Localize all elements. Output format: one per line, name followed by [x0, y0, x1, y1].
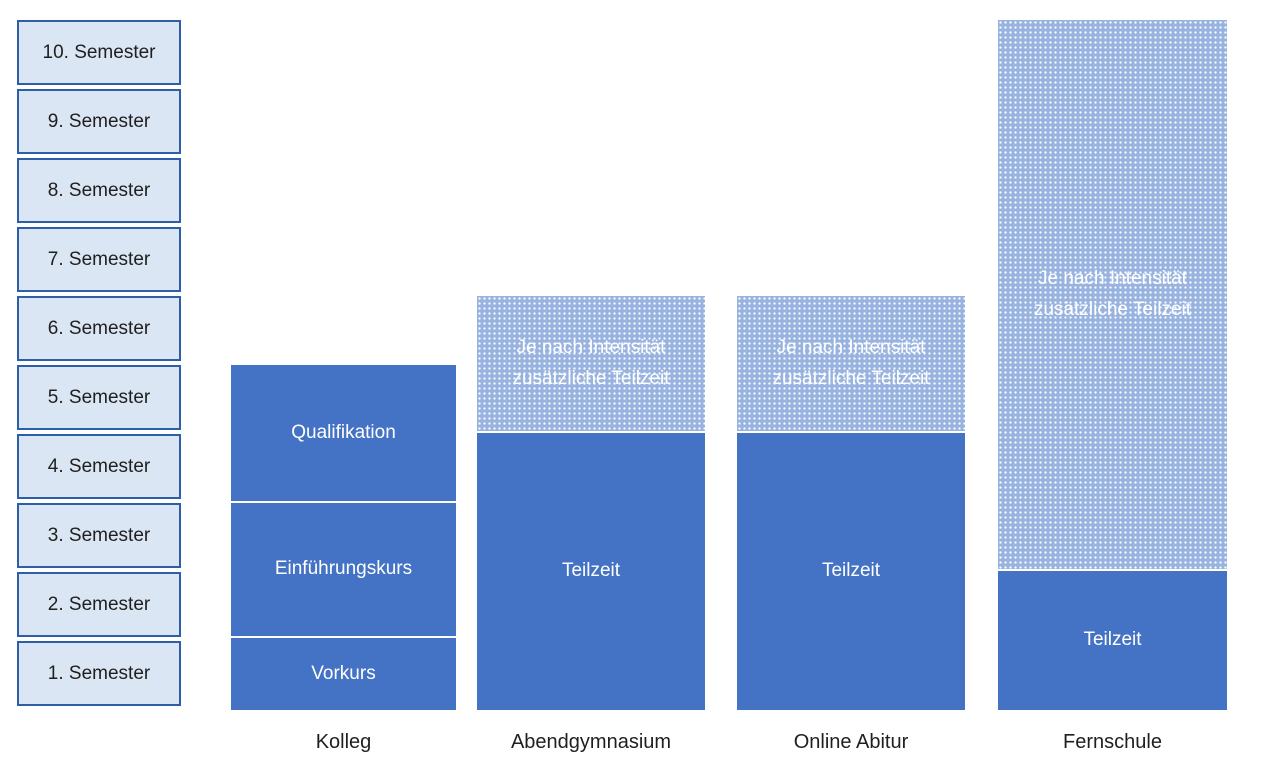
- semester-label: 5. Semester: [47, 386, 151, 408]
- segment-label: Teilzeit: [561, 560, 621, 582]
- segment-label: Teilzeit: [1083, 629, 1142, 651]
- semester-box-3: 3. Semester: [17, 503, 181, 568]
- semester-box-6: 6. Semester: [17, 296, 181, 361]
- semester-box-5: 5. Semester: [17, 365, 181, 430]
- segment-label: Teilzeit: [821, 560, 881, 582]
- category-label-fernschule: Fernschule: [1063, 730, 1162, 753]
- abendgymnasium-segment-zusatz-teilzeit: Je nach Intensität zusätzliche Teilzeit: [477, 296, 705, 431]
- semester-box-7: 7. Semester: [17, 227, 181, 292]
- segment-label: Einführungskurs: [274, 558, 413, 580]
- semester-label: 8. Semester: [47, 179, 151, 201]
- semester-box-4: 4. Semester: [17, 434, 181, 499]
- semester-label: 2. Semester: [47, 593, 151, 615]
- semester-label: 1. Semester: [47, 662, 151, 684]
- segment-label: Je nach Intensität zusätzliche Teilzeit: [1033, 268, 1191, 320]
- semester-box-1: 1. Semester: [17, 641, 181, 706]
- semester-box-2: 2. Semester: [17, 572, 181, 637]
- abendgymnasium-segment-teilzeit: Teilzeit: [477, 433, 705, 710]
- category-label-kolleg: Kolleg: [315, 730, 372, 753]
- kolleg-segment-vorkurs: Vorkurs: [231, 638, 456, 710]
- kolleg-segment-einfuehrungskurs: Einführungskurs: [231, 503, 456, 636]
- semester-label: 4. Semester: [47, 455, 151, 477]
- segment-label: Je nach Intensität zusätzliche Teilzeit: [772, 337, 930, 389]
- fernschule-segment-zusatz-teilzeit: Je nach Intensität zusätzliche Teilzeit: [998, 20, 1227, 569]
- category-label-online-abitur: Online Abitur: [793, 730, 909, 753]
- fernschule-segment-teilzeit: Teilzeit: [998, 571, 1227, 710]
- segment-label: Qualifikation: [291, 421, 396, 443]
- semester-box-9: 9. Semester: [17, 89, 181, 154]
- online-abitur-segment-zusatz-teilzeit: Je nach Intensität zusätzliche Teilzeit: [737, 296, 965, 431]
- semester-label: 7. Semester: [47, 248, 151, 270]
- semester-label: 6. Semester: [47, 317, 151, 339]
- semester-box-8: 8. Semester: [17, 158, 181, 223]
- online-abitur-segment-teilzeit: Teilzeit: [737, 433, 965, 710]
- semester-label: 9. Semester: [47, 110, 151, 132]
- segment-label: Je nach Intensität zusätzliche Teilzeit: [512, 337, 670, 389]
- semester-label: 10. Semester: [42, 41, 156, 63]
- segment-label: Vorkurs: [311, 662, 376, 684]
- kolleg-segment-qualifikation: Qualifikation: [231, 365, 456, 501]
- semester-label: 3. Semester: [47, 524, 151, 546]
- category-label-abendgymnasium: Abendgymnasium: [510, 730, 672, 753]
- semester-box-10: 10. Semester: [17, 20, 181, 85]
